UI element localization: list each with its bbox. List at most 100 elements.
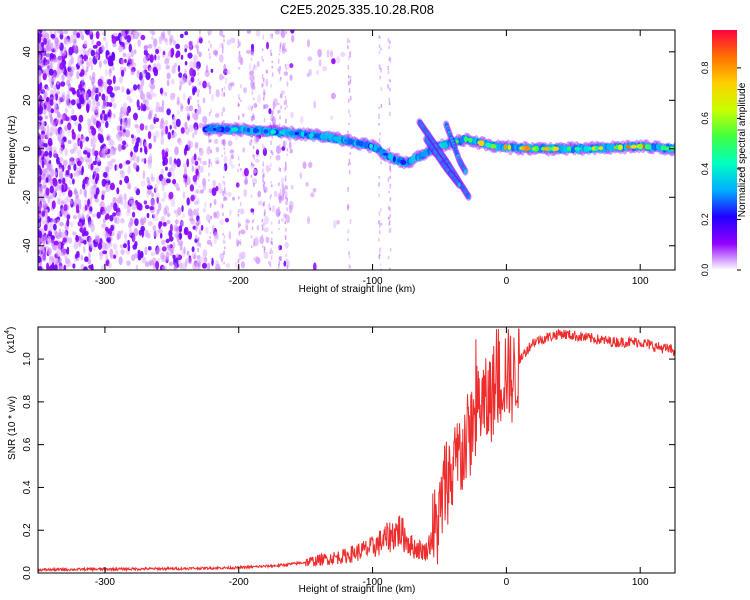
speckle-dot xyxy=(153,38,158,47)
speckle-dot xyxy=(155,101,160,109)
speckle-dot xyxy=(240,261,245,269)
speckle-dot xyxy=(61,50,66,57)
speckle-streak xyxy=(263,186,265,190)
speckle-dot xyxy=(53,56,59,63)
ridge-hotspot xyxy=(587,146,593,151)
speckle-streak xyxy=(222,46,224,50)
speckle-dot xyxy=(138,229,142,236)
speckle-dot xyxy=(166,244,172,249)
speckle-dot xyxy=(38,149,42,156)
ridge-hotspot xyxy=(630,144,637,149)
speckle-dot xyxy=(172,178,177,185)
speckle-dot xyxy=(200,224,204,231)
x-tick-label: -300 xyxy=(95,577,115,588)
speckle-streak xyxy=(197,78,200,82)
speckle-streak xyxy=(389,267,391,270)
speckle-dot xyxy=(142,64,148,70)
speckle-streak xyxy=(271,66,273,69)
ridge-hotspot xyxy=(531,147,537,151)
ridge-hotspot xyxy=(583,145,589,152)
snr-y-ticks: 0.0 0.2 0.4 0.6 0.8 1.0 xyxy=(22,352,675,580)
speckle-dot xyxy=(118,76,123,84)
speckle-dot xyxy=(192,262,198,270)
speckle-dot xyxy=(49,132,53,137)
speckle-dot xyxy=(153,217,159,222)
snr-scale-label: (x104) xyxy=(4,327,17,354)
speckle-streak xyxy=(279,109,281,113)
speckle-streak xyxy=(237,214,240,217)
speckle-dot xyxy=(83,40,88,48)
speckle-dot xyxy=(90,95,95,100)
speckle-dot xyxy=(123,67,127,72)
speckle-streak xyxy=(279,44,282,49)
speckle-dot xyxy=(175,52,179,59)
speckle-streak xyxy=(221,88,224,92)
speckle-dot xyxy=(65,195,71,203)
speckle-dot xyxy=(228,157,233,166)
speckle-dot xyxy=(194,160,199,166)
speckle-streak xyxy=(388,58,390,62)
speckle-dot xyxy=(268,108,272,115)
speckle-streak xyxy=(199,242,202,248)
speckle-dot xyxy=(46,262,50,270)
speckle-dot xyxy=(210,68,214,73)
speckle-streak xyxy=(252,67,254,72)
speckle-dot xyxy=(58,147,64,155)
speckle-dot xyxy=(307,56,313,62)
speckle-dot xyxy=(136,201,141,211)
speckle-streak xyxy=(209,90,211,94)
speckle-streak xyxy=(271,60,273,63)
speckle-dot xyxy=(219,219,225,226)
speckle-dot xyxy=(96,101,101,107)
speckle-dot xyxy=(204,72,211,77)
speckle-streak xyxy=(271,241,273,246)
speckle-dot xyxy=(75,235,79,243)
speckle-streak xyxy=(250,51,253,56)
speckle-streak xyxy=(209,139,211,143)
speckle-streak xyxy=(199,35,201,39)
speckle-dot xyxy=(43,168,49,175)
speckle-dot xyxy=(80,30,84,39)
speckle-streak xyxy=(277,150,280,154)
speckle-dot xyxy=(72,263,76,269)
speckle-streak xyxy=(239,241,241,245)
speckle-streak xyxy=(348,158,351,163)
snr-background xyxy=(38,327,675,573)
speckle-dot xyxy=(263,216,269,225)
speckle-streak xyxy=(250,107,253,112)
speckle-dot xyxy=(148,142,152,150)
ridge-hotspot xyxy=(543,146,550,151)
speckle-dot xyxy=(139,147,143,153)
speckle-dot xyxy=(45,177,49,183)
speckle-dot xyxy=(161,185,165,192)
speckle-dot xyxy=(165,166,168,171)
speckle-dot xyxy=(85,136,90,142)
speckle-streak xyxy=(237,241,239,247)
speckle-dot xyxy=(191,112,195,119)
speckle-dot xyxy=(263,251,269,259)
speckle-dot xyxy=(52,146,57,151)
speckle-streak xyxy=(286,197,288,202)
speckle-streak xyxy=(262,226,264,231)
ridge-hotspot xyxy=(270,129,277,134)
speckle-streak xyxy=(278,166,280,171)
speckle-dot xyxy=(76,32,81,39)
speckle-dot xyxy=(190,218,196,225)
speckle-streak xyxy=(238,41,240,45)
speckle-streak xyxy=(286,258,288,261)
speckle-dot xyxy=(92,71,96,80)
ridge-hotspot xyxy=(626,144,631,149)
speckle-dot xyxy=(38,187,43,193)
speckle-dot xyxy=(105,95,109,102)
speckle-dot xyxy=(109,182,115,191)
speckle-dot xyxy=(46,50,50,60)
speckle-dot xyxy=(77,123,82,132)
speckle-streak xyxy=(380,47,382,51)
speckle-dot xyxy=(76,89,80,98)
speckle-dot xyxy=(215,157,220,162)
branch-core xyxy=(463,169,467,174)
speckle-streak xyxy=(388,228,391,233)
speckle-streak xyxy=(379,223,381,228)
speckle-streak xyxy=(380,268,382,270)
speckle-streak xyxy=(238,104,240,106)
